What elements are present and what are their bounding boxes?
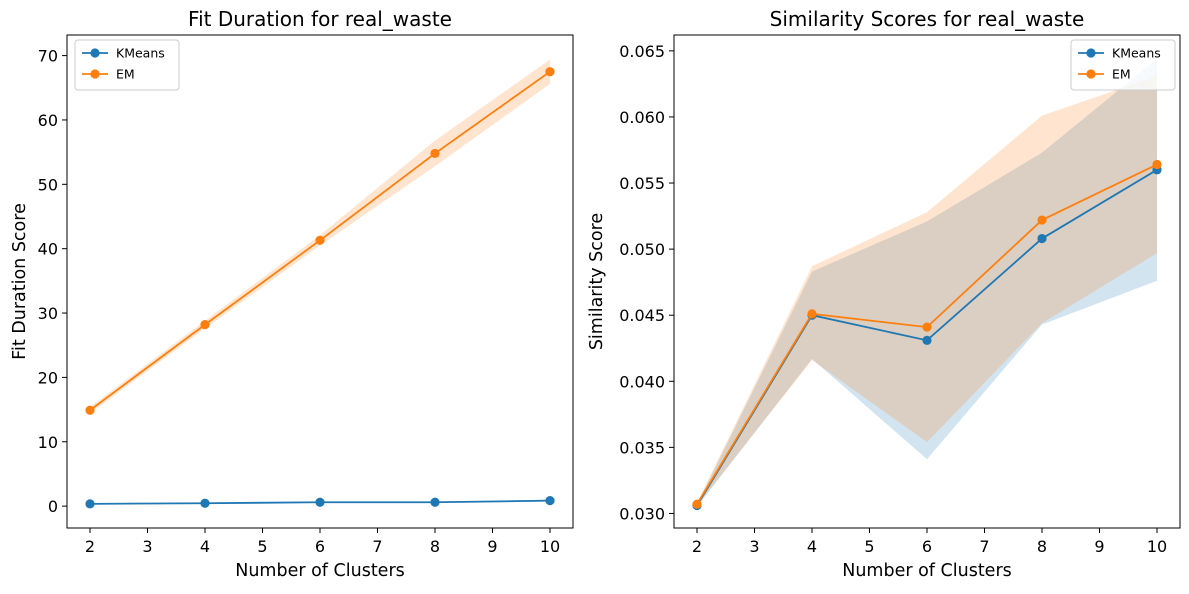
- y-tick-label: 10: [38, 433, 58, 452]
- x-tick-label: 6: [922, 537, 932, 556]
- legend-label-kmeans: KMeans: [116, 46, 165, 61]
- x-tick-label: 2: [85, 537, 95, 556]
- x-tick-label: 3: [749, 537, 759, 556]
- band-kmeans: [697, 58, 1157, 507]
- y-tick-label: 0.065: [619, 42, 665, 61]
- legend-marker-em: [90, 69, 100, 79]
- fit-duration-chart: 2 3 4 5 6 7 8 9 10 0 10 20 30 40 50 60 70 Fit Duration fo…: [10, 7, 574, 581]
- similarity-scores-chart: 2 3 4 5 6 7 8 9 10 0.030 0.035 0.040 0.045 0.050 0.055…: [587, 7, 1181, 581]
- y-tick-label: 0.060: [619, 108, 665, 127]
- x-tick-label: 7: [979, 537, 989, 556]
- y-tick-label: 0: [48, 497, 58, 516]
- data-point-em: [545, 67, 555, 77]
- y-tick-label: 0.040: [619, 372, 665, 391]
- legend-label-kmeans: KMeans: [1112, 46, 1161, 61]
- x-tick-label: 8: [430, 537, 440, 556]
- chart-title: Similarity Scores for real_waste: [770, 7, 1085, 31]
- data-point-kmeans: [85, 499, 95, 509]
- y-tick-label: 40: [38, 240, 58, 259]
- y-tick-label: 0.030: [619, 504, 665, 523]
- x-tick-label: 9: [1094, 537, 1104, 556]
- data-point-em: [1037, 215, 1047, 225]
- legend-marker-kmeans: [1086, 48, 1096, 58]
- y-axis-label: Fit Duration Score: [10, 203, 30, 360]
- x-tick-label: 5: [257, 537, 267, 556]
- legend-label-em: EM: [1112, 67, 1131, 82]
- x-axis-label: Number of Clusters: [235, 561, 405, 581]
- data-point-em: [807, 309, 817, 319]
- data-point-kmeans: [922, 335, 932, 345]
- legend: KMeans EM: [1070, 39, 1176, 91]
- plot-area: [674, 35, 1180, 528]
- y-tick-label: 0.055: [619, 174, 665, 193]
- y-tick-label: 0.050: [619, 240, 665, 259]
- y-tick-label: 0.045: [619, 306, 665, 325]
- x-tick-label: 10: [540, 537, 560, 556]
- y-axis-label: Similarity Score: [587, 213, 607, 350]
- legend-label-em: EM: [116, 67, 135, 82]
- x-tick-label: 5: [864, 537, 874, 556]
- y-tick-label: 70: [38, 47, 58, 66]
- data-point-em: [430, 148, 440, 159]
- data-point-em: [315, 235, 325, 245]
- legend: KMeans EM: [74, 39, 180, 91]
- y-tick-label: 60: [38, 111, 58, 130]
- data-point-kmeans: [315, 497, 325, 507]
- x-tick-label: 9: [487, 537, 497, 556]
- data-point-kmeans: [1037, 233, 1047, 244]
- x-tick-label: 7: [372, 537, 382, 556]
- x-tick-label: 4: [200, 537, 210, 556]
- data-point-em: [922, 322, 932, 332]
- x-tick-label: 6: [315, 537, 325, 556]
- chart-title: Fit Duration for real_waste: [188, 7, 452, 31]
- data-point-em: [200, 320, 210, 330]
- legend-marker-kmeans: [90, 48, 100, 58]
- x-tick-label: 10: [1147, 537, 1167, 556]
- y-tick-label: 0.035: [619, 438, 665, 457]
- x-tick-label: 4: [807, 537, 817, 556]
- y-tick-label: 30: [38, 304, 58, 323]
- band-em: [697, 75, 1157, 506]
- legend-marker-em: [1086, 69, 1096, 79]
- x-tick-label: 8: [1037, 537, 1047, 556]
- data-point-em: [85, 405, 95, 415]
- data-point-kmeans: [200, 498, 210, 508]
- y-tick-label: 20: [38, 368, 58, 387]
- data-point-kmeans: [545, 496, 555, 506]
- data-point-kmeans: [430, 497, 440, 507]
- y-tick-label: 50: [38, 175, 58, 194]
- plot-area: [67, 35, 573, 528]
- x-tick-label: 2: [692, 537, 702, 556]
- x-axis-label: Number of Clusters: [842, 561, 1012, 581]
- data-point-em: [1152, 159, 1162, 170]
- x-tick-label: 3: [142, 537, 152, 556]
- data-point-em: [692, 499, 702, 509]
